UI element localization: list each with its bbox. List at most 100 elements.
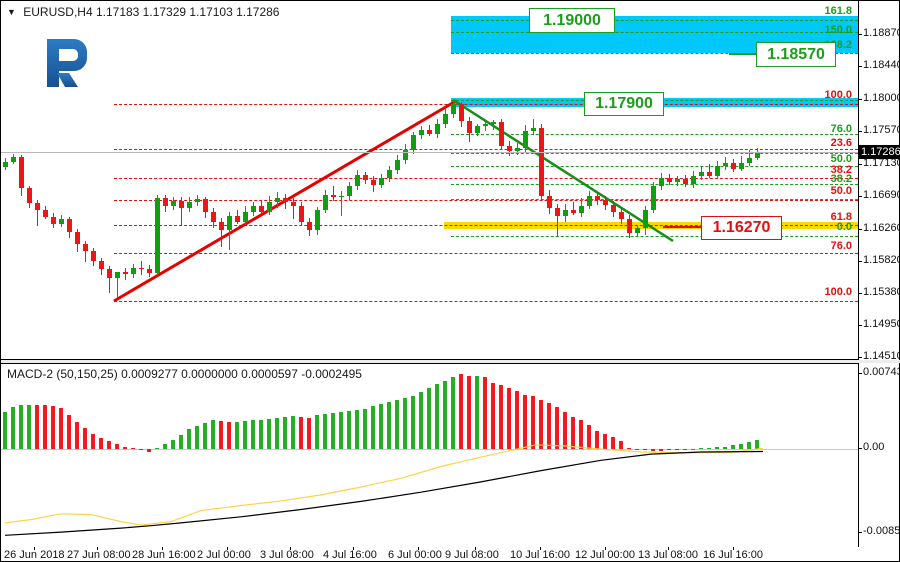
symbol-dropdown-icon[interactable]: ▼ — [7, 7, 16, 17]
macd-values: 0.0009277 0.0000000 0.0000597 -0.0002495 — [121, 367, 362, 381]
macd-scale-label: -0.0085950 — [863, 525, 900, 537]
fib-level-line-red[interactable] — [114, 301, 858, 302]
current-price-line — [1, 151, 858, 153]
time-axis-tick — [162, 547, 163, 550]
candle-wick — [117, 271, 118, 298]
price-label-116270[interactable]: 1.16270 — [701, 216, 782, 240]
macd-histogram-bar — [243, 420, 247, 449]
price-axis-label: 1.17130 — [863, 157, 900, 169]
main-chart-pane[interactable]: 1.19000 1.18570 1.17900 1.16270 ▼ EURUSD,H4… — [1, 1, 859, 360]
time-axis[interactable]: 26 Jun 2018 27 Jun 08:00 28 Jun 16:00 2 Jul… — [1, 547, 899, 561]
price-axis-label: 1.18000 — [863, 92, 900, 104]
candle — [171, 200, 176, 206]
candle — [483, 123, 488, 126]
macd-histogram-bar — [347, 410, 351, 449]
fib-level-line-red[interactable] — [114, 178, 858, 179]
macd-histogram-bar — [715, 447, 719, 449]
macd-histogram-bar — [723, 446, 727, 449]
fib-level-line-red[interactable] — [114, 253, 858, 254]
price-label-119000[interactable]: 1.19000 — [529, 8, 615, 33]
time-axis-tick — [668, 547, 669, 550]
candle — [339, 195, 344, 197]
candle — [51, 216, 56, 224]
candle — [755, 151, 760, 158]
fib-level-line-green[interactable] — [451, 53, 858, 54]
fib-level-line-green[interactable] — [451, 184, 858, 185]
macd-histogram-bar — [403, 397, 407, 449]
macd-histogram-bar — [379, 403, 383, 449]
macd-scale-label: 0.0074350 — [863, 366, 900, 378]
macd-histogram-bar — [667, 449, 671, 450]
price-axis-tick — [858, 325, 862, 326]
macd-zero-line — [1, 449, 858, 450]
macd-scale-tick — [858, 448, 862, 449]
candle-wick — [221, 217, 222, 247]
candle — [347, 185, 352, 196]
price-axis-tick — [858, 357, 862, 358]
macd-histogram-bar — [315, 415, 319, 449]
macd-histogram-bar — [603, 433, 607, 449]
macd-histogram-bar — [659, 449, 663, 451]
candle — [691, 175, 696, 184]
candle-wick — [85, 240, 86, 262]
candle — [419, 129, 424, 135]
macd-scale-label: 0.00 — [863, 441, 885, 453]
fib-level-line-green[interactable] — [451, 153, 858, 154]
price-label-117900[interactable]: 1.17900 — [584, 92, 664, 116]
candle — [299, 205, 304, 222]
macd-histogram-bar — [643, 449, 647, 450]
macd-histogram-bar — [395, 399, 399, 449]
candle — [379, 177, 384, 185]
time-axis-label: 26 Jun 2018 — [4, 549, 65, 561]
candle — [243, 211, 248, 222]
fib-level-line-green[interactable] — [451, 134, 858, 135]
macd-indicator-pane[interactable] — [1, 363, 859, 548]
macd-histogram-bar — [323, 414, 327, 449]
candle — [131, 267, 136, 274]
price-axis-label: 1.14510 — [863, 350, 900, 362]
price-axis-tick — [858, 99, 862, 100]
fib-level-label: 38.2 — [830, 173, 852, 185]
time-axis-tick — [290, 547, 291, 550]
fib-level-line-red[interactable] — [114, 225, 858, 226]
pane-splitter[interactable] — [1, 360, 900, 363]
fib-level-line-red[interactable] — [114, 149, 858, 150]
candle — [27, 187, 32, 203]
macd-histogram-bar — [123, 446, 127, 449]
macd-histogram-bar — [27, 404, 31, 449]
macd-histogram-bar — [595, 430, 599, 449]
macd-histogram-bar — [699, 448, 703, 450]
fib-level-line-green[interactable] — [451, 166, 858, 167]
fib-level-line-green[interactable] — [451, 32, 858, 33]
candle — [43, 209, 48, 217]
fib-level-line-red[interactable] — [114, 200, 858, 201]
candle — [11, 156, 16, 162]
callout-line — [663, 226, 701, 228]
price-axis-tick — [858, 229, 862, 230]
macd-histogram-bar — [187, 429, 191, 449]
macd-histogram-bar — [587, 425, 591, 449]
macd-histogram-bar — [523, 394, 527, 449]
candle — [187, 201, 192, 208]
price-axis-tick — [858, 196, 862, 197]
macd-scale-tick — [858, 532, 862, 533]
fib-level-line-red[interactable] — [114, 104, 858, 105]
broker-logo-icon — [47, 39, 87, 87]
candle — [627, 218, 632, 233]
macd-histogram-bar — [579, 420, 583, 449]
candle — [331, 194, 336, 197]
price-label-118570[interactable]: 1.18570 — [756, 42, 836, 67]
symbol-name: EURUSD,H4 — [23, 5, 93, 19]
macd-histogram-bar — [211, 420, 215, 449]
price-axis-tick — [858, 66, 862, 67]
candle — [323, 194, 328, 210]
macd-histogram-bar — [419, 391, 423, 449]
fib-level-line-green[interactable] — [451, 20, 858, 21]
downtrend-line[interactable] — [452, 98, 674, 243]
candle — [67, 218, 72, 232]
candle-wick — [125, 267, 126, 280]
macd-histogram-bar — [355, 409, 359, 449]
price-axis-tick — [858, 261, 862, 262]
fib-level-line-green[interactable] — [451, 236, 858, 237]
